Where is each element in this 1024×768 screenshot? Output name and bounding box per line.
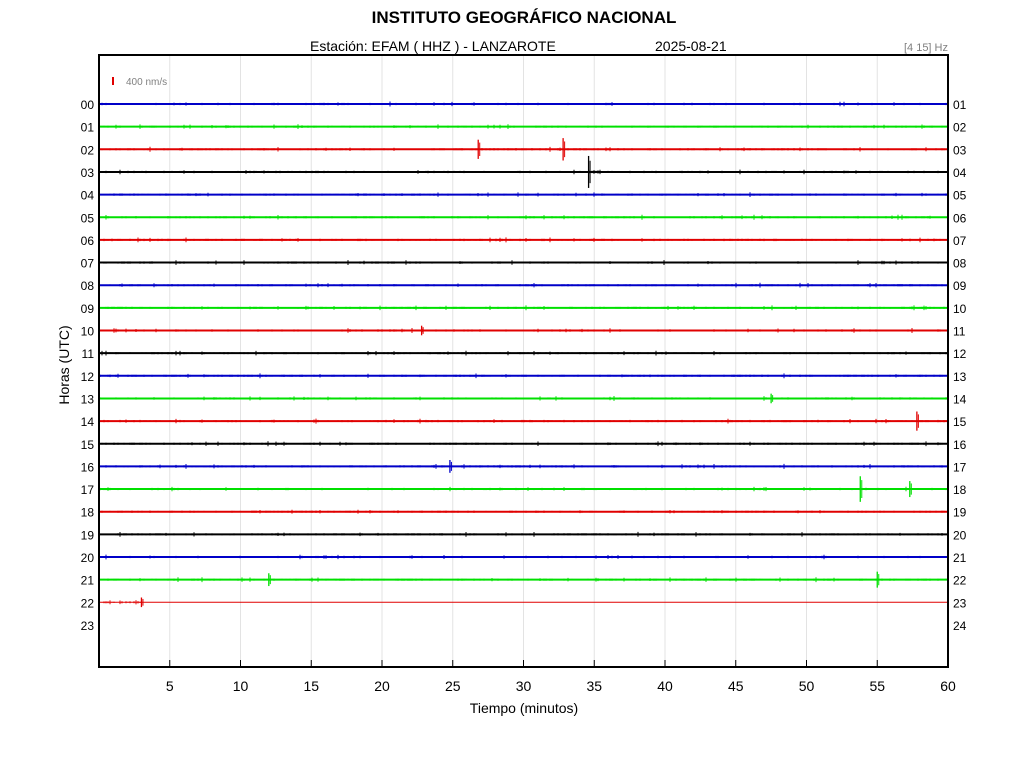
hour-label-right: 15 [953,415,967,429]
hour-label-left: 10 [81,325,95,339]
hour-label-right: 24 [953,619,967,633]
hour-label-right: 17 [953,460,967,474]
hour-label-left: 09 [81,302,95,316]
hour-label-right: 08 [953,257,967,271]
trace-hour-15 [99,441,948,447]
filter-band-label: [4 15] Hz [903,42,948,54]
scale-label: 400 nm/s [126,77,167,88]
x-tick-label: 60 [940,678,956,694]
grid-lines [169,55,878,667]
hour-label-left: 12 [81,370,95,384]
hour-label-left: 01 [81,121,95,135]
hour-label-left: 04 [81,189,95,203]
station-label: Estación: EFAM ( HHZ ) - LANZAROTE [310,38,556,54]
hour-label-left: 16 [81,460,95,474]
hour-label-right: 13 [953,370,967,384]
hour-label-left: 18 [81,506,95,520]
hour-label-left: 22 [81,596,95,610]
hour-label-left: 23 [81,619,95,633]
hour-label-left: 05 [81,211,95,225]
hour-label-right: 05 [953,189,967,203]
hour-label-left: 19 [81,528,95,542]
x-tick-label: 5 [166,678,174,694]
hour-label-right: 20 [953,528,967,542]
hour-label-left: 15 [81,438,95,452]
hour-label-right: 19 [953,506,967,520]
hour-label-right: 10 [953,302,967,316]
hour-label-left: 08 [81,279,95,293]
x-tick-label: 25 [445,678,461,694]
x-tick-label: 30 [516,678,532,694]
hour-label-right: 21 [953,551,967,565]
x-axis-label: Tiempo (minutos) [469,700,579,716]
hour-label-left: 14 [81,415,95,429]
hour-label-right: 02 [953,121,967,135]
hour-label-left: 06 [81,234,95,248]
hour-label-right: 18 [953,483,967,497]
x-tick-label: 45 [728,678,744,694]
plot-frame [98,54,949,668]
x-tick-label: 35 [586,678,602,694]
x-tick-label: 40 [657,678,673,694]
hour-label-left: 17 [81,483,95,497]
scale-indicator: 400 nm/s [112,77,167,88]
hour-label-right: 22 [953,574,967,588]
hour-label-right: 14 [953,392,967,406]
trace-hour-17 [99,486,948,492]
seismic-traces [99,101,948,608]
hour-label-left: 07 [81,257,95,271]
date-label: 2025-08-21 [655,38,727,54]
hour-label-right: 09 [953,279,967,293]
hour-label-left: 03 [81,166,95,180]
hour-label-left: 11 [82,347,95,361]
hour-label-right: 04 [953,166,967,180]
trace-hour-18 [99,509,948,514]
hour-label-left: 13 [81,392,95,406]
x-tick-label: 15 [303,678,319,694]
page-title: INSTITUTO GEOGRÁFICO NACIONAL [371,8,677,27]
hour-label-right: 07 [953,234,967,248]
hour-label-right: 12 [953,347,967,361]
hour-label-left: 21 [81,574,95,588]
scale-bar [112,77,114,85]
hour-label-right: 01 [953,98,967,112]
x-tick-label: 10 [233,678,249,694]
hour-label-left: 20 [81,551,95,565]
trace-hour-05 [99,214,948,220]
trace-hour-19 [99,531,948,537]
hour-label-right: 11 [953,325,966,339]
hour-label-right: 23 [953,596,967,610]
hour-label-left: 02 [81,143,95,157]
hour-label-right: 16 [953,438,967,452]
hour-label-left: 00 [81,98,95,112]
x-tick-label: 20 [374,678,390,694]
axis-labels: 5 10 15 20 25 30 35 40 45 50 55 60 00 01 02 03 04 05 06 07 0… [81,98,967,694]
x-tick-label: 55 [869,678,885,694]
trace-hour-14 [99,418,948,424]
hour-label-right: 06 [953,211,967,225]
hour-label-right: 03 [953,143,967,157]
trace-noise [99,600,141,605]
x-tick-label: 50 [799,678,815,694]
